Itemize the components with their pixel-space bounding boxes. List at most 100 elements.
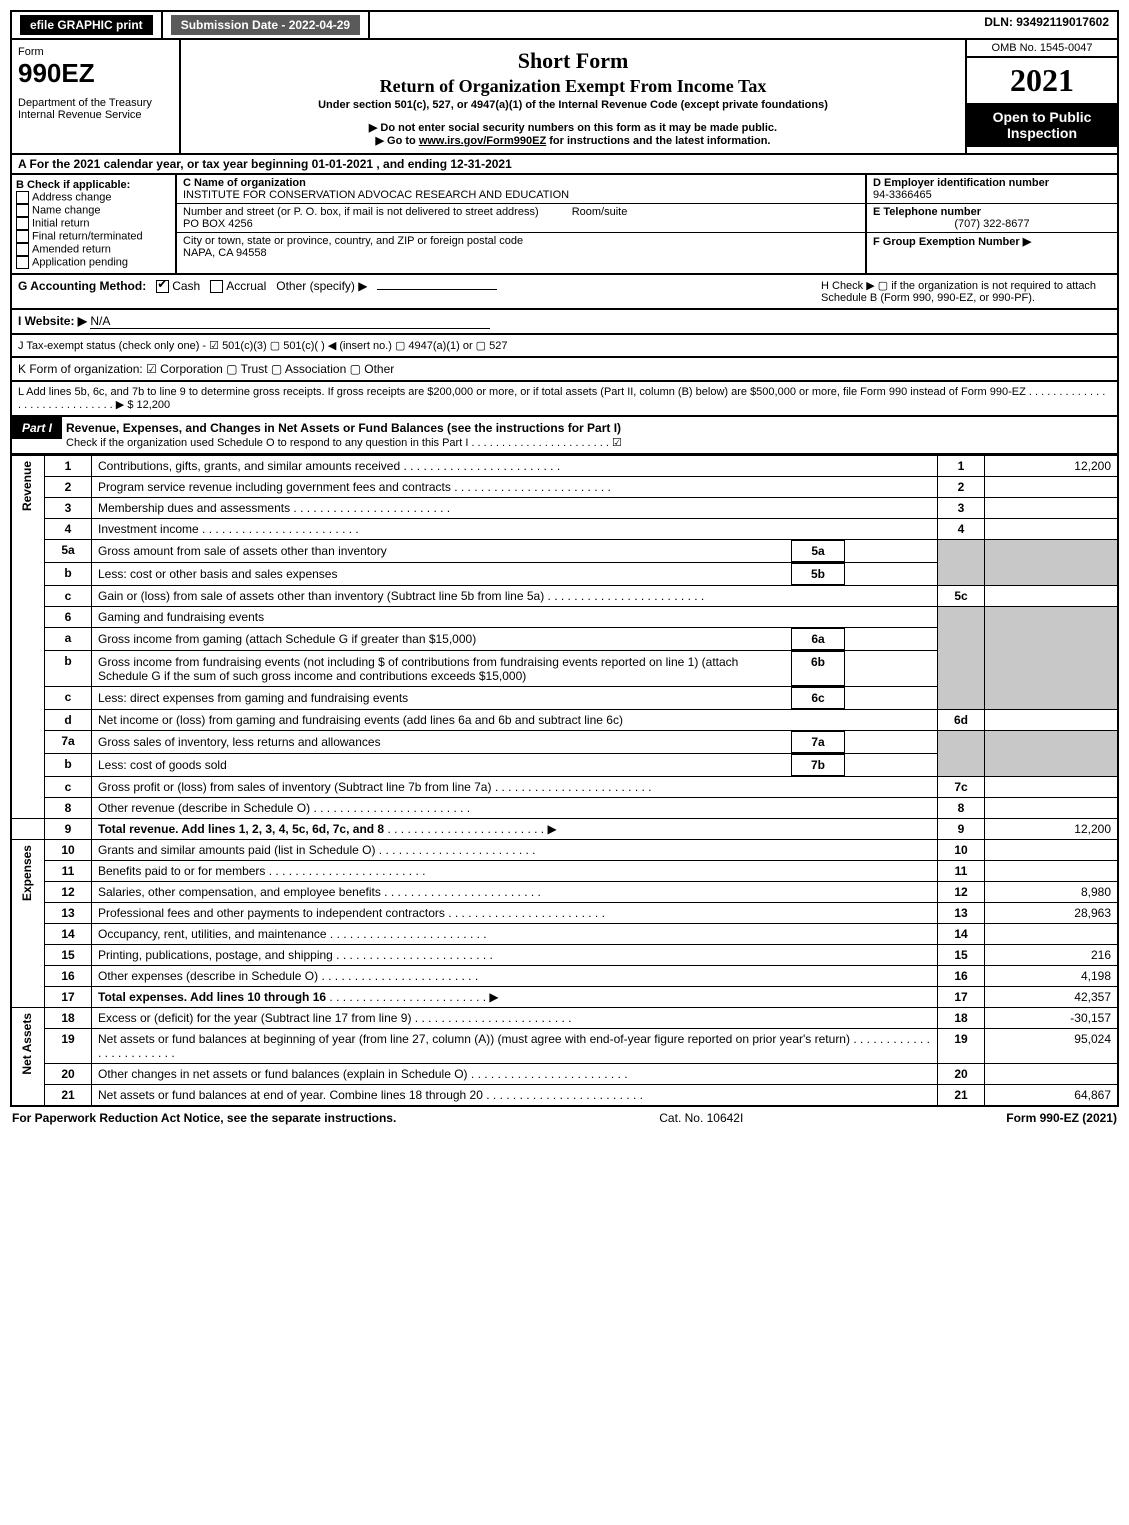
- chk-accrual[interactable]: [210, 280, 223, 293]
- dept-text: Department of the Treasury Internal Reve…: [18, 97, 173, 121]
- b-pend: Application pending: [32, 256, 128, 268]
- l6a-desc: Gross income from gaming (attach Schedul…: [92, 629, 792, 650]
- l5c-amt: [985, 586, 1119, 607]
- section-g-h: G Accounting Method: Cash Accrual Other …: [10, 275, 1119, 310]
- section-j: J Tax-exempt status (check only one) - ☑…: [10, 335, 1119, 358]
- l7b-desc: Less: cost of goods sold: [92, 755, 792, 776]
- title-return: Return of Organization Exempt From Incom…: [187, 76, 959, 97]
- l4-desc: Investment income: [98, 522, 199, 536]
- l19-amt: 95,024: [985, 1029, 1119, 1064]
- footer-right: Form 990-EZ (2021): [1006, 1111, 1117, 1125]
- sub1: Under section 501(c), 527, or 4947(a)(1)…: [187, 99, 959, 111]
- l16-desc: Other expenses (describe in Schedule O): [98, 969, 318, 983]
- form-number: 990EZ: [18, 58, 173, 89]
- l14-amt: [985, 924, 1119, 945]
- l1-amt: 12,200: [985, 456, 1119, 477]
- l7c-amt: [985, 777, 1119, 798]
- line-a: A For the 2021 calendar year, or tax yea…: [10, 155, 1119, 175]
- page-footer: For Paperwork Reduction Act Notice, see …: [10, 1107, 1119, 1129]
- l17-amt: 42,357: [985, 987, 1119, 1008]
- other-input[interactable]: [377, 289, 497, 290]
- l12-amt: 8,980: [985, 882, 1119, 903]
- l16-amt: 4,198: [985, 966, 1119, 987]
- g-label: G Accounting Method:: [18, 279, 146, 293]
- l15-desc: Printing, publications, postage, and shi…: [98, 948, 333, 962]
- website-val: N/A: [90, 314, 490, 329]
- expenses-label: Expenses: [18, 843, 36, 903]
- l18-amt: -30,157: [985, 1008, 1119, 1029]
- open-inspection: Open to Public Inspection: [967, 103, 1117, 147]
- b-name: Name change: [32, 204, 101, 216]
- lines-table: Revenue 1Contributions, gifts, grants, a…: [10, 455, 1119, 1107]
- l11-desc: Benefits paid to or for members: [98, 864, 265, 878]
- l4-amt: [985, 519, 1119, 540]
- l13-desc: Professional fees and other payments to …: [98, 906, 445, 920]
- g-other: Other (specify) ▶: [276, 279, 367, 293]
- chk-pending[interactable]: [16, 256, 29, 269]
- section-l: L Add lines 5b, 6c, and 7b to line 9 to …: [10, 382, 1119, 417]
- b-final: Final return/terminated: [32, 230, 143, 242]
- chk-final[interactable]: [16, 230, 29, 243]
- form-label: Form: [18, 46, 173, 58]
- org-name: INSTITUTE FOR CONSERVATION ADVOCAC RESEA…: [183, 189, 569, 201]
- i-label: I Website: ▶: [18, 314, 87, 328]
- l9-desc: Total revenue. Add lines 1, 2, 3, 4, 5c,…: [98, 822, 384, 836]
- e-label: E Telephone number: [873, 206, 981, 218]
- h-text: H Check ▶ ▢ if the organization is not r…: [821, 279, 1111, 304]
- l14-desc: Occupancy, rent, utilities, and maintena…: [98, 927, 327, 941]
- b-label: B Check if applicable:: [16, 179, 171, 191]
- top-bar: efile GRAPHIC print Submission Date - 20…: [10, 10, 1119, 40]
- l6b-desc: Gross income from fundraising events (no…: [92, 652, 792, 686]
- l8-desc: Other revenue (describe in Schedule O): [98, 801, 310, 815]
- netassets-label: Net Assets: [18, 1011, 36, 1077]
- l20-desc: Other changes in net assets or fund bala…: [98, 1067, 468, 1081]
- l15-amt: 216: [985, 945, 1119, 966]
- omb-number: OMB No. 1545-0047: [967, 40, 1117, 58]
- l21-amt: 64,867: [985, 1085, 1119, 1107]
- l7a-desc: Gross sales of inventory, less returns a…: [92, 732, 792, 753]
- l1-desc: Contributions, gifts, grants, and simila…: [98, 459, 400, 473]
- efile-print-button[interactable]: efile GRAPHIC print: [20, 15, 153, 35]
- b-init: Initial return: [32, 217, 89, 229]
- l8-amt: [985, 798, 1119, 819]
- part-i-sub: Check if the organization used Schedule …: [66, 437, 622, 449]
- l11-amt: [985, 861, 1119, 882]
- l18-desc: Excess or (deficit) for the year (Subtra…: [98, 1011, 411, 1025]
- l19-desc: Net assets or fund balances at beginning…: [98, 1032, 850, 1046]
- l5c-desc: Gain or (loss) from sale of assets other…: [98, 589, 544, 603]
- submission-date-button[interactable]: Submission Date - 2022-04-29: [171, 15, 360, 35]
- l5b-desc: Less: cost or other basis and sales expe…: [92, 564, 792, 585]
- l13-amt: 28,963: [985, 903, 1119, 924]
- l6d-desc: Net income or (loss) from gaming and fun…: [92, 710, 938, 731]
- l21-desc: Net assets or fund balances at end of ye…: [98, 1088, 483, 1102]
- phone-val: (707) 322-8677: [873, 218, 1111, 230]
- l9-amt: 12,200: [985, 819, 1119, 840]
- l10-desc: Grants and similar amounts paid (list in…: [98, 843, 375, 857]
- street-val: PO BOX 4256: [183, 218, 253, 230]
- l3-desc: Membership dues and assessments: [98, 501, 290, 515]
- l3-amt: [985, 498, 1119, 519]
- section-k: K Form of organization: ☑ Corporation ▢ …: [10, 358, 1119, 382]
- street-label: Number and street (or P. O. box, if mail…: [183, 206, 539, 218]
- tax-year: 2021: [967, 58, 1117, 103]
- chk-address[interactable]: [16, 191, 29, 204]
- g-accrual: Accrual: [226, 279, 266, 293]
- irs-link[interactable]: www.irs.gov/Form990EZ: [419, 135, 546, 147]
- l7c-desc: Gross profit or (loss) from sales of inv…: [98, 780, 491, 794]
- l6c-desc: Less: direct expenses from gaming and fu…: [92, 688, 792, 709]
- f-label: F Group Exemption Number ▶: [873, 236, 1031, 248]
- l2-amt: [985, 477, 1119, 498]
- part-i-title: Revenue, Expenses, and Changes in Net As…: [66, 421, 621, 435]
- g-cash: Cash: [172, 279, 200, 293]
- dln-text: DLN: 93492119017602: [976, 12, 1117, 38]
- footer-left: For Paperwork Reduction Act Notice, see …: [12, 1111, 396, 1125]
- l2-desc: Program service revenue including govern…: [98, 480, 451, 494]
- c-label: C Name of organization: [183, 177, 306, 189]
- city-val: NAPA, CA 94558: [183, 247, 267, 259]
- city-label: City or town, state or province, country…: [183, 235, 523, 247]
- chk-amended[interactable]: [16, 243, 29, 256]
- chk-cash[interactable]: [156, 280, 169, 293]
- l6d-amt: [985, 710, 1119, 731]
- chk-name[interactable]: [16, 204, 29, 217]
- chk-initial[interactable]: [16, 217, 29, 230]
